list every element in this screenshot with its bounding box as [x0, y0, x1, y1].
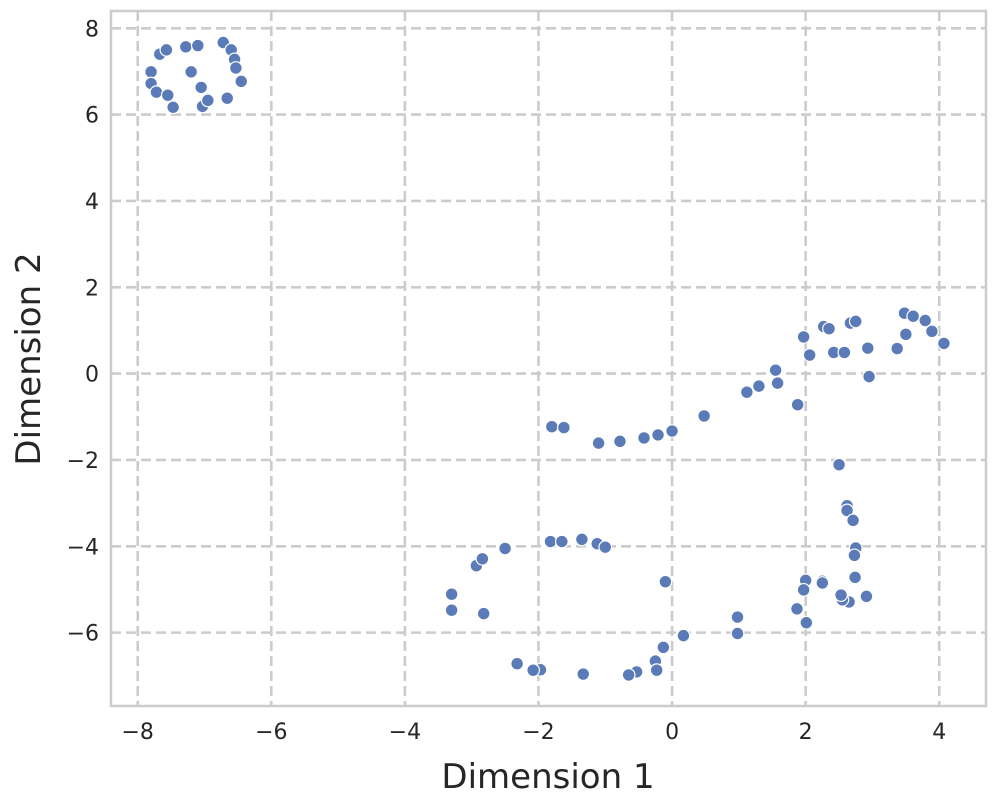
data-point — [554, 534, 569, 549]
data-point — [937, 336, 951, 351]
x-tick-label: 0 — [665, 720, 679, 745]
data-point — [160, 88, 175, 103]
plot-frame — [109, 9, 988, 708]
data-point — [676, 628, 691, 643]
x-tick-label: −8 — [121, 720, 153, 745]
data-point — [159, 42, 174, 57]
data-point — [697, 409, 712, 423]
data-point — [498, 541, 512, 556]
data-point — [665, 424, 679, 438]
data-point — [621, 668, 636, 682]
data-point — [613, 434, 627, 449]
data-point — [649, 663, 664, 678]
data-point — [234, 74, 249, 89]
data-point — [834, 588, 848, 602]
data-point — [229, 61, 243, 75]
data-point — [591, 436, 606, 451]
data-point — [730, 626, 745, 641]
data-point — [178, 39, 193, 54]
data-point — [190, 38, 205, 53]
data-point — [770, 376, 785, 391]
data-point — [848, 314, 863, 329]
data-point — [574, 532, 589, 547]
y-tick-labels: −6 −4 −2 0 2 4 6 8 — [67, 17, 99, 646]
data-point — [444, 603, 459, 618]
data-point — [739, 385, 754, 400]
data-point — [815, 576, 830, 590]
data-point — [768, 363, 783, 378]
data-point — [847, 548, 862, 563]
y-tick-label: −6 — [67, 622, 99, 647]
data-point — [144, 64, 158, 79]
y-tick-label: 8 — [85, 17, 99, 42]
data-point — [730, 610, 745, 624]
y-tick-label: 6 — [85, 104, 99, 129]
data-point — [556, 420, 571, 435]
data-point — [476, 606, 491, 621]
data-point — [149, 85, 164, 100]
data-point — [200, 93, 215, 108]
data-point — [651, 428, 665, 442]
y-axis-title: Dimension 2 — [9, 252, 49, 465]
data-point — [802, 348, 817, 362]
data-point — [752, 379, 766, 394]
data-point — [475, 551, 490, 566]
data-point — [796, 582, 811, 597]
data-point — [924, 324, 939, 339]
data-point — [832, 457, 846, 472]
data-point — [194, 80, 209, 95]
data-point — [918, 313, 933, 328]
data-point — [790, 397, 805, 412]
data-point — [906, 309, 921, 324]
data-point — [576, 667, 591, 681]
data-point — [898, 327, 913, 342]
y-tick-label: 0 — [85, 363, 99, 388]
data-point — [790, 601, 804, 616]
data-point — [637, 431, 651, 445]
data-point — [658, 574, 673, 589]
data-point — [822, 321, 836, 336]
data-point — [598, 540, 613, 555]
y-tick-label: −4 — [67, 535, 99, 560]
data-points — [144, 35, 951, 682]
data-point — [526, 663, 541, 678]
x-tick-label: −6 — [255, 720, 287, 745]
data-point — [862, 369, 877, 384]
x-tick-label: −4 — [389, 720, 421, 745]
y-tick-label: −2 — [67, 449, 99, 474]
y-tick-label: 4 — [85, 190, 99, 215]
data-point — [543, 534, 558, 549]
x-tick-labels: −8 −6 −4 −2 0 2 4 — [121, 720, 946, 745]
data-point — [840, 503, 854, 518]
x-tick-label: −2 — [522, 720, 554, 745]
data-point — [860, 341, 875, 356]
data-point — [544, 419, 559, 434]
data-point — [220, 91, 235, 106]
data-point — [184, 64, 199, 79]
data-point — [846, 513, 860, 528]
data-point — [656, 640, 671, 655]
data-point — [444, 587, 459, 602]
data-point — [837, 345, 852, 360]
data-point — [796, 330, 811, 344]
data-point — [848, 570, 862, 585]
data-point — [166, 100, 181, 115]
data-point — [890, 341, 905, 356]
x-tick-label: 2 — [799, 720, 813, 745]
data-point — [510, 656, 525, 671]
data-point — [859, 589, 874, 604]
y-tick-label: 2 — [85, 276, 99, 301]
x-axis-title: Dimension 1 — [441, 757, 654, 797]
x-tick-label: 4 — [932, 720, 946, 745]
data-point — [799, 615, 814, 630]
